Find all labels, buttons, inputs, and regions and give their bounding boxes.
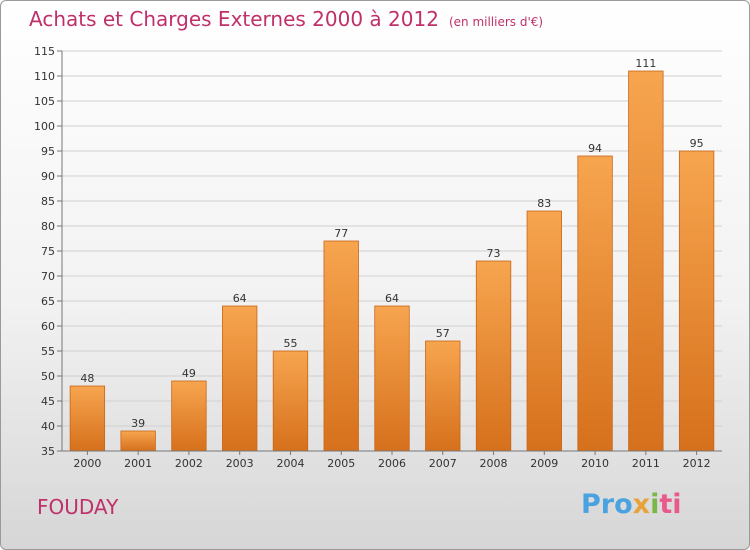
bar	[222, 305, 258, 452]
chart-title-text: Achats et Charges Externes 2000 à 2012	[29, 7, 439, 31]
bar	[628, 70, 664, 452]
bar	[69, 385, 106, 452]
data-label: 57	[436, 327, 450, 340]
data-label: 111	[635, 57, 656, 70]
y-tick-label: 75	[41, 245, 55, 258]
x-tick-label: 2009	[530, 457, 558, 470]
y-tick-label: 35	[41, 445, 55, 458]
y-tick-label: 65	[41, 295, 55, 308]
bar	[272, 350, 309, 452]
city-name: FOUDAY	[37, 495, 119, 519]
bar	[475, 260, 512, 452]
data-label: 73	[487, 247, 501, 260]
y-tick-label: 100	[34, 120, 55, 133]
logo-part-1: Pro	[581, 489, 633, 520]
data-label: 64	[385, 292, 399, 305]
x-tick-label: 2008	[480, 457, 508, 470]
y-tick-label: 70	[41, 270, 55, 283]
bar	[120, 430, 156, 452]
data-label: 95	[690, 137, 704, 150]
bar	[526, 210, 562, 452]
logo-part-2: x	[632, 489, 651, 520]
y-tick-label: 80	[41, 220, 55, 233]
x-tick-label: 2010	[581, 457, 609, 470]
data-label: 77	[334, 227, 348, 240]
y-tick-label: 115	[34, 45, 55, 58]
y-tick-label: 50	[41, 370, 55, 383]
y-tick-label: 85	[41, 195, 55, 208]
data-label: 49	[182, 367, 196, 380]
y-tick-label: 95	[41, 145, 55, 158]
chart-unit: (en milliers d'€)	[448, 15, 544, 29]
x-axis: 2000 2001 2002 2003 2004 2005 2006 2007 2008 2009…	[62, 450, 722, 470]
data-label: 39	[131, 417, 145, 430]
bar	[323, 240, 359, 452]
data-label: 55	[283, 337, 297, 350]
logo-part-4: ti	[659, 489, 682, 520]
bar	[577, 155, 613, 452]
data-label: 94	[588, 142, 602, 155]
bar	[374, 305, 410, 452]
data-label: 64	[233, 292, 247, 305]
data-label: 83	[537, 197, 551, 210]
y-tick-label: 110	[34, 70, 55, 83]
y-tick-label: 55	[41, 345, 55, 358]
y-tick-label: 45	[41, 395, 55, 408]
x-tick-label: 2007	[429, 457, 457, 470]
proxiti-logo[interactable]: Proxiti	[581, 489, 682, 520]
x-tick-label: 2000	[73, 457, 101, 470]
y-axis: 35 40 45 50 55 60 65 70 75 80 85 90 95 100 105 110 115	[34, 45, 63, 458]
x-tick-label: 2011	[632, 457, 660, 470]
logo-part-3: i	[650, 489, 660, 520]
chart-title: Achats et Charges Externes 2000 à 2012 (e…	[29, 7, 543, 31]
y-tick-label: 105	[34, 95, 55, 108]
y-tick-label: 60	[41, 320, 55, 333]
x-tick-label: 2001	[124, 457, 152, 470]
y-tick-label: 40	[41, 420, 55, 433]
bar	[171, 380, 207, 452]
y-tick-label: 90	[41, 170, 55, 183]
bar	[678, 150, 715, 452]
x-tick-label: 2005	[327, 457, 355, 470]
x-tick-label: 2006	[378, 457, 406, 470]
data-label: 48	[80, 372, 94, 385]
bar	[425, 340, 461, 452]
x-tick-label: 2012	[683, 457, 711, 470]
x-tick-label: 2003	[226, 457, 254, 470]
x-tick-label: 2002	[175, 457, 203, 470]
bars: 48 39 49 64 55 77 64 57 73 83 94 111 95	[69, 57, 715, 452]
x-tick-label: 2004	[276, 457, 304, 470]
